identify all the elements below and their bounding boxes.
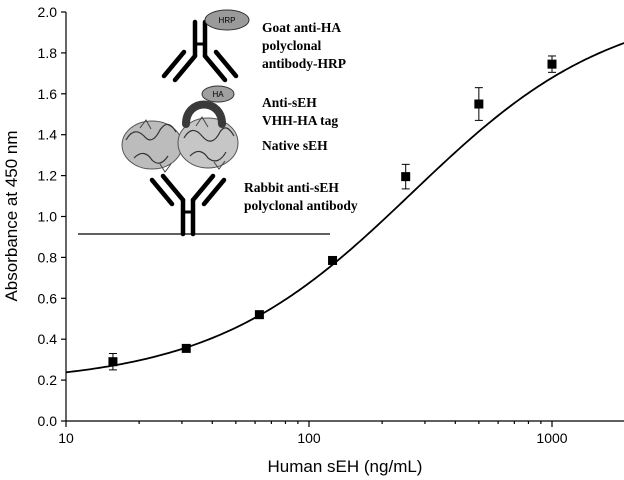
x-tick-label: 10 (58, 430, 74, 446)
square-marker (401, 172, 411, 182)
native-seh-label: Native sEH (262, 138, 328, 153)
data-point (401, 163, 411, 190)
rabbit-antibody-icon (149, 173, 227, 237)
y-tick-label: 1.4 (38, 127, 58, 143)
ha-tag-label: HA (212, 90, 224, 99)
assay-schematic: HA HRP Goat anti-HA polyclonal antibody-… (78, 9, 358, 237)
square-marker (547, 59, 557, 69)
square-marker (108, 357, 118, 367)
hrp-label: HRP (219, 16, 236, 25)
goat-antibody-label-3: antibody-HRP (262, 56, 346, 71)
vhh-label-2: VHH-HA tag (262, 113, 338, 128)
y-tick-label: 1.6 (38, 86, 58, 102)
ha-tag-icon (201, 85, 235, 103)
rabbit-antibody-label-2: polyclonal antibody (244, 198, 358, 213)
fit-curve (65, 42, 624, 374)
y-tick-label: 0.8 (38, 249, 58, 265)
hrp-enzyme-icon (204, 9, 250, 31)
data-point (181, 343, 191, 353)
square-marker (254, 310, 264, 320)
x-tick-label: 100 (297, 430, 321, 446)
data-point (328, 255, 338, 265)
square-marker (328, 255, 338, 265)
native-seh-protein-icon (121, 116, 239, 173)
data-point (108, 353, 118, 371)
vhh-nanobody-icon (182, 100, 226, 128)
data-point (474, 87, 484, 121)
goat-antibody-label-2: polyclonal (262, 38, 322, 53)
square-marker (181, 343, 191, 353)
y-axis-title: Absorbance at 450 nm (2, 130, 21, 301)
square-marker (474, 99, 484, 109)
y-tick-label: 0.6 (38, 290, 58, 306)
y-tick-label: 0.0 (38, 413, 58, 429)
y-axis-ticks: 0.0 0.2 0.4 0.6 0.8 1.0 1.2 1.4 1.6 1.8 2.0 (38, 4, 66, 429)
y-tick-label: 1.2 (38, 168, 58, 184)
goat-antibody-label-1: Goat anti-HA (262, 20, 341, 35)
y-tick-label: 0.2 (38, 372, 58, 388)
data-point (254, 310, 264, 320)
x-axis-title: Human sEH (ng/mL) (268, 457, 423, 476)
x-tick-label: 1000 (536, 430, 567, 446)
y-tick-label: 2.0 (38, 4, 58, 20)
rabbit-antibody-label-1: Rabbit anti-sEH (244, 180, 339, 195)
y-tick-label: 1.8 (38, 45, 58, 61)
y-tick-label: 1.0 (38, 209, 58, 225)
x-axis-ticks: 10 100 1000 (58, 421, 568, 446)
vhh-label-1: Anti-sEH (262, 95, 317, 110)
y-tick-label: 0.4 (38, 331, 58, 347)
data-point (547, 55, 557, 73)
data-points (108, 55, 557, 371)
goat-antibody-icon (161, 19, 239, 83)
